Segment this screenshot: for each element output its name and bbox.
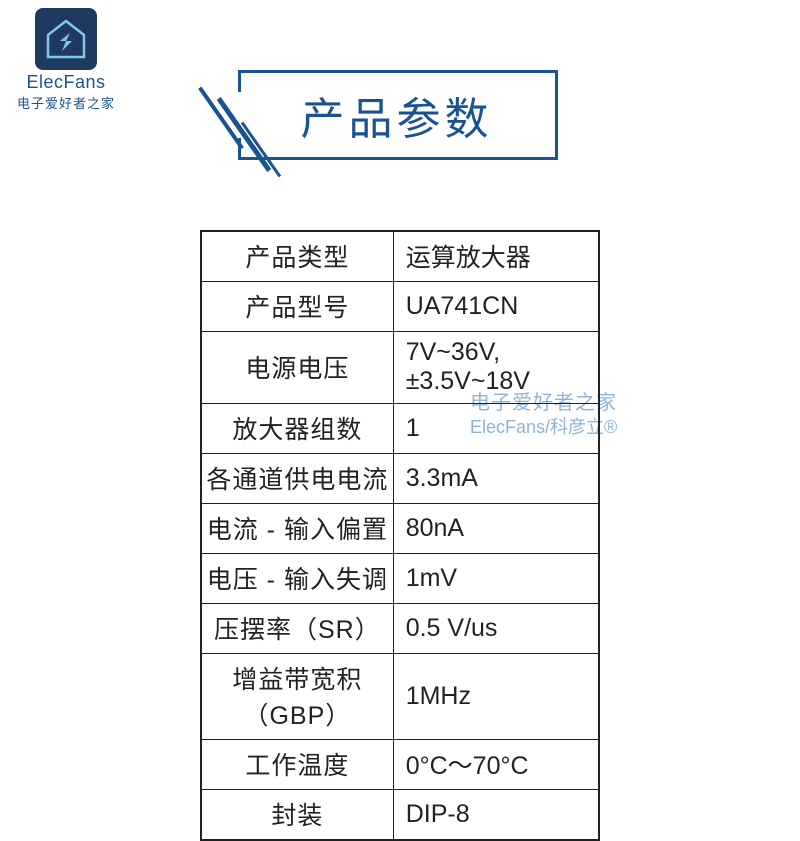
- table-row: 工作温度0°C～70°C: [201, 740, 599, 790]
- param-value: 7V~36V,±3.5V~18V: [393, 332, 599, 404]
- param-label: 放大器组数: [201, 404, 393, 454]
- param-value: UA741CN: [393, 282, 599, 332]
- param-label: 电源电压: [201, 332, 393, 404]
- logo-text-en: ElecFans: [15, 72, 117, 93]
- logo-text-cn: 电子爱好者之家: [15, 93, 117, 112]
- param-label: 产品类型: [201, 231, 393, 282]
- param-label: 电流 - 输入偏置: [201, 504, 393, 554]
- table-row: 电流 - 输入偏置80nA: [201, 504, 599, 554]
- logo-icon: [35, 8, 97, 70]
- param-value: DIP-8: [393, 790, 599, 841]
- param-label: 增益带宽积（GBP）: [201, 654, 393, 740]
- table-row: 各通道供电电流3.3mA: [201, 454, 599, 504]
- param-label: 压摆率（SR）: [201, 604, 393, 654]
- table-row: 电压 - 输入失调1mV: [201, 554, 599, 604]
- brand-logo: ElecFans 电子爱好者之家: [15, 8, 117, 112]
- param-value: 0°C～70°C: [393, 740, 599, 790]
- param-label: 工作温度: [201, 740, 393, 790]
- table-row: 放大器组数1: [201, 404, 599, 454]
- param-value: 80nA: [393, 504, 599, 554]
- param-label: 封装: [201, 790, 393, 841]
- param-value: 3.3mA: [393, 454, 599, 504]
- param-label: 电压 - 输入失调: [201, 554, 393, 604]
- param-label: 产品型号: [201, 282, 393, 332]
- param-value: 0.5 V/us: [393, 604, 599, 654]
- page-title: 产品参数: [301, 83, 493, 147]
- table-row: 压摆率（SR）0.5 V/us: [201, 604, 599, 654]
- title-container: 产品参数: [190, 70, 610, 180]
- title-box: 产品参数: [238, 70, 558, 160]
- table-row: 增益带宽积（GBP）1MHz: [201, 654, 599, 740]
- param-value: 1MHz: [393, 654, 599, 740]
- decoration-line: [198, 87, 244, 150]
- parameter-table: 产品类型运算放大器产品型号UA741CN电源电压7V~36V,±3.5V~18V…: [200, 230, 600, 841]
- param-value: 1: [393, 404, 599, 454]
- table-row: 产品类型运算放大器: [201, 231, 599, 282]
- table-row: 电源电压7V~36V,±3.5V~18V: [201, 332, 599, 404]
- param-label: 各通道供电电流: [201, 454, 393, 504]
- table-row: 封装DIP-8: [201, 790, 599, 841]
- param-value: 1mV: [393, 554, 599, 604]
- table-row: 产品型号UA741CN: [201, 282, 599, 332]
- param-value: 运算放大器: [393, 231, 599, 282]
